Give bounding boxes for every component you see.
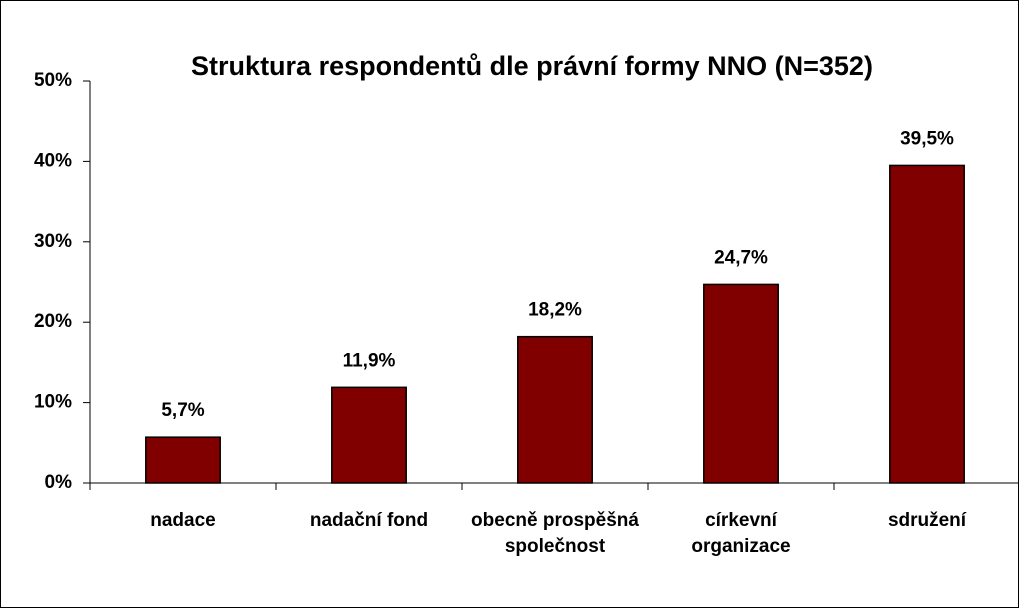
bar	[145, 436, 221, 484]
value-label: 18,2%	[528, 300, 582, 321]
value-label: 39,5%	[900, 128, 954, 149]
x-tick-label: církevní organizace	[691, 510, 791, 557]
y-tick-label: 30%	[34, 231, 72, 252]
y-tick-label: 50%	[34, 70, 72, 91]
value-label: 11,9%	[343, 350, 396, 371]
bar	[517, 335, 593, 484]
x-tick-label: obecně prospěšná společnost	[471, 510, 639, 557]
y-tick-label: 10%	[34, 392, 72, 413]
y-tick-label: 20%	[34, 311, 72, 332]
value-label: 5,7%	[161, 400, 204, 421]
y-tick-label: 0%	[45, 472, 73, 493]
chart-title: Struktura respondentů dle právní formy N…	[191, 51, 873, 81]
x-tick-label: nadační fond	[309, 510, 429, 531]
bar	[703, 283, 779, 484]
bar	[331, 386, 407, 484]
x-tick-label: nadace	[150, 510, 216, 531]
value-label: 24,7%	[714, 247, 768, 268]
y-tick-label: 40%	[34, 150, 72, 171]
bar	[889, 164, 965, 484]
x-tick-label: sdružení	[887, 510, 967, 531]
